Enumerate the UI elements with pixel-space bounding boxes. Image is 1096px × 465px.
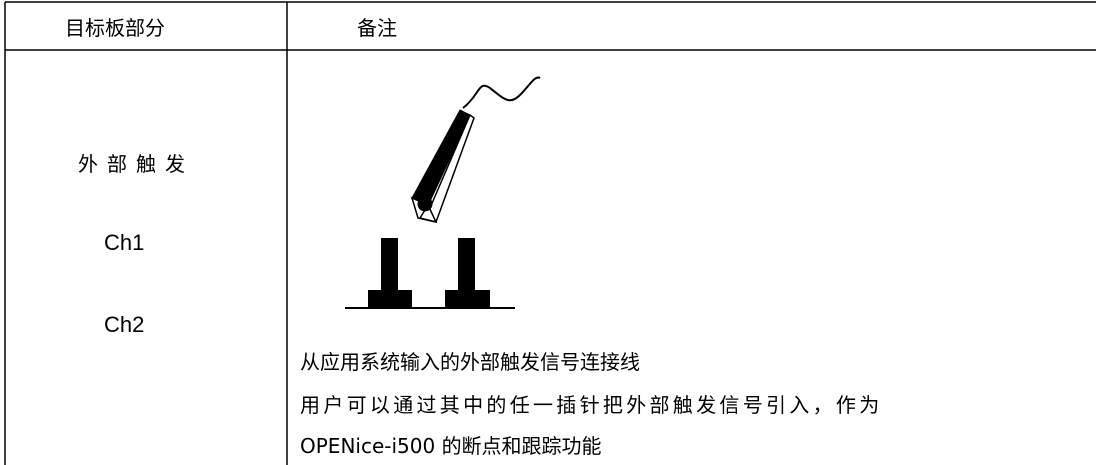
note-line: 从应用系统输入的外部触发信号连接线	[300, 350, 640, 374]
part-label: Ch1	[104, 230, 145, 255]
part-label: Ch2	[104, 312, 145, 337]
part-label: 外部触发	[78, 152, 194, 176]
header-cell: 目标板部分	[65, 16, 165, 40]
header-cell: 备注	[357, 16, 397, 40]
pins-illustration	[345, 238, 515, 309]
probe-illustration	[410, 76, 541, 224]
note-line: 用户可以通过其中的任一插针把外部触发信号引入，作为	[300, 393, 883, 417]
note-line: OPENice-i500 的断点和跟踪功能	[300, 434, 602, 458]
